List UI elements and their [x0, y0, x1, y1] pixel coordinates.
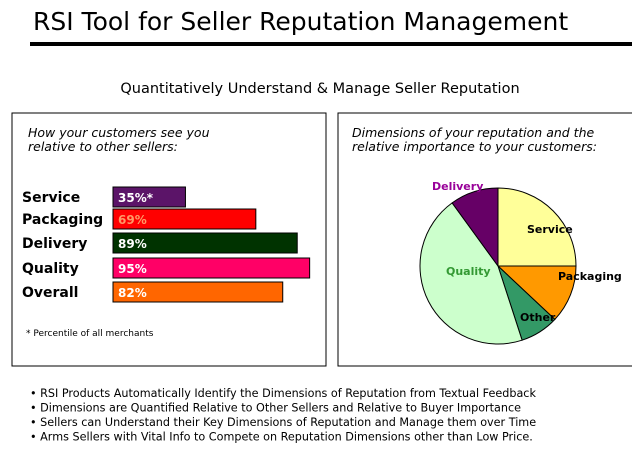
- category-label: Delivery: [22, 236, 87, 252]
- slice-label: Service: [527, 223, 573, 236]
- value-label: 35%*: [118, 191, 154, 205]
- pie-slice: [497, 187, 577, 267]
- bar-caption: relative to other sellers:: [28, 139, 178, 154]
- bar: [112, 232, 298, 254]
- pie-caption: Dimensions of your reputation and the: [352, 125, 595, 140]
- bullet: • Dimensions are Quantified Relative to …: [30, 402, 521, 415]
- bullet: • Sellers can Understand their Key Dimen…: [30, 416, 536, 429]
- value-label: 82%: [118, 286, 147, 300]
- bar: [112, 208, 257, 230]
- slice-label: Delivery: [432, 180, 483, 193]
- category-label: Packaging: [22, 212, 103, 228]
- slice-label: Other: [520, 311, 556, 324]
- pie-caption: relative importance to your customers:: [352, 139, 597, 154]
- slice-label: Packaging: [558, 270, 622, 283]
- bullet: • RSI Products Automatically Identify th…: [30, 387, 536, 400]
- category-label: Service: [22, 190, 80, 206]
- value-label: 69%: [118, 213, 147, 227]
- bar: [112, 257, 311, 279]
- value-label: 95%: [118, 262, 147, 276]
- slide-title: RSI Tool for Seller Reputation Managemen…: [33, 7, 568, 36]
- bar: [112, 186, 186, 208]
- bar-panel: [11, 112, 327, 367]
- bar: [112, 281, 284, 303]
- slide-subtitle: Quantitatively Understand & Manage Selle…: [120, 81, 519, 97]
- footnote: * Percentile of all merchants: [26, 329, 154, 339]
- category-label: Overall: [22, 285, 78, 301]
- bullet: • Arms Sellers with Vital Info to Compet…: [30, 431, 533, 444]
- pie-panel: [337, 112, 632, 367]
- value-label: 89%: [118, 237, 147, 251]
- slice-label: Quality: [446, 265, 491, 278]
- pie-slice: [419, 202, 523, 345]
- category-label: Quality: [22, 261, 79, 277]
- pie-slice: [451, 187, 499, 268]
- bar-caption: How your customers see you: [28, 125, 210, 140]
